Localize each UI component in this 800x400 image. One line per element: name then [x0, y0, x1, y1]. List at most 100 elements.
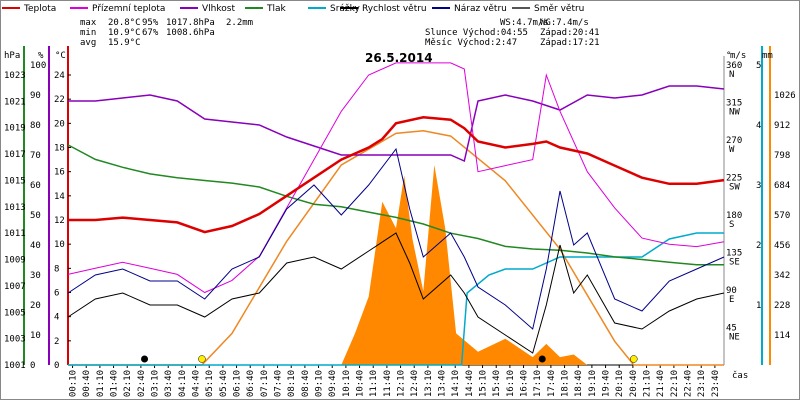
legend-label: Směr větru — [534, 4, 584, 14]
hpa-tick: 1007 — [4, 282, 26, 292]
time-tick: 18:10 — [561, 370, 571, 397]
pct-tick: 40 — [30, 241, 41, 251]
astro-text: WG:7.4m/s — [540, 18, 589, 28]
stat-value: 67% — [142, 28, 159, 38]
rain-line — [68, 232, 724, 366]
ms-tick: 2 — [756, 241, 761, 251]
legend-label: Tlak — [266, 4, 287, 14]
time-tick: 02:10 — [123, 370, 133, 397]
temperature-line — [68, 116, 725, 234]
time-tick: 01:40 — [110, 370, 120, 397]
hpa-tick: 1019 — [4, 124, 26, 134]
sunrise-marker — [198, 355, 206, 363]
stat-value: 95% — [142, 18, 159, 28]
time-tick: 06:40 — [246, 370, 256, 397]
time-tick: 03:40 — [164, 370, 174, 397]
time-tick: 10:10 — [342, 370, 352, 397]
astro-text: Měsíc Východ:2:47 — [425, 38, 517, 48]
deg-tick: 225 — [726, 174, 742, 184]
wm2-tick: 114 — [774, 331, 790, 341]
time-tick: 18:40 — [574, 370, 584, 397]
time-tick: 14:40 — [465, 370, 475, 397]
time-tick: 09:10 — [315, 370, 325, 397]
time-tick: 07:10 — [260, 370, 270, 397]
time-tick: 12:10 — [397, 370, 407, 397]
pct-tick: 30 — [30, 271, 41, 281]
deg-unit: ° — [726, 51, 731, 61]
hpa-tick: 1015 — [4, 176, 26, 186]
dir-tick: W — [729, 145, 735, 155]
c-unit: °C — [55, 51, 66, 61]
legend-label: Vlhkost — [202, 4, 235, 14]
c-tick: 2 — [54, 337, 59, 347]
astro-text: Západ:20:41 — [540, 28, 600, 38]
c-tick: 14 — [54, 192, 65, 202]
time-tick: 05:40 — [219, 370, 229, 397]
c-tick: 10 — [54, 240, 65, 250]
solar-curve — [68, 130, 724, 366]
stat-value: 15.9°C — [108, 38, 141, 48]
legend-label: Rychlost větru — [362, 4, 427, 14]
time-tick: 22:10 — [670, 370, 680, 397]
stat-value: 1017.8hPa — [166, 18, 215, 28]
deg-tick: 360 — [726, 61, 742, 71]
stat-value: avg — [80, 38, 96, 48]
hpa-tick: 1021 — [4, 97, 26, 107]
time-tick: 15:40 — [492, 370, 502, 397]
pct-tick: 10 — [30, 331, 41, 341]
astro-text: Západ:17:21 — [540, 38, 600, 48]
wind-line — [67, 232, 725, 354]
c-tick: 12 — [54, 216, 65, 226]
hpa-tick: 1023 — [4, 71, 26, 81]
pct-tick: 90 — [30, 91, 41, 101]
stat-value: 2.2mm — [226, 18, 253, 28]
stat-value: 10.9°C — [108, 28, 141, 38]
plot-area — [67, 62, 725, 366]
time-tick: 17:10 — [533, 370, 543, 397]
wm2-tick: 228 — [774, 301, 790, 311]
hpa-tick: 1001 — [4, 361, 26, 371]
pct-tick: 100 — [30, 61, 46, 71]
dir-tick: NW — [729, 108, 740, 118]
wm2-tick: 1026 — [774, 91, 796, 101]
time-tick: 20:10 — [615, 370, 625, 397]
time-tick: 19:10 — [588, 370, 598, 397]
time-tick: 01:10 — [96, 370, 106, 397]
astro-text: Slunce Východ:04:55 — [425, 28, 528, 38]
wm2-tick: 798 — [774, 151, 790, 161]
stat-value: 1008.6hPa — [166, 28, 215, 38]
stats-block: max 20.8°C 95% 1017.8hPa 2.2mm min 10.9°C 67% 10… — [80, 18, 600, 48]
hpa-tick: 1009 — [4, 256, 26, 266]
time-tick: 11:10 — [369, 370, 379, 397]
time-tick: 12:40 — [410, 370, 420, 397]
dir-tick: SW — [729, 183, 740, 193]
ms-tick: 1 — [756, 301, 761, 311]
hpa-unit: hPa — [4, 51, 20, 61]
ms-tick: 4 — [756, 121, 761, 131]
dir-tick: S — [729, 220, 734, 230]
pct-tick: 70 — [30, 151, 41, 161]
time-tick: 19:40 — [602, 370, 612, 397]
time-tick: 20:40 — [629, 370, 639, 397]
time-tick: 05:10 — [205, 370, 215, 397]
pct-tick: 80 — [30, 121, 41, 131]
wm2-tick: 684 — [774, 181, 790, 191]
hpa-tick: 1017 — [4, 150, 26, 160]
time-tick: 15:10 — [479, 370, 489, 397]
time-tick: 04:10 — [178, 370, 188, 397]
legend-label: Přízemní teplota — [92, 4, 165, 14]
c-tick: 22 — [54, 95, 65, 105]
wm2-tick: 570 — [774, 211, 790, 221]
time-tick: 10:40 — [356, 370, 366, 397]
time-tick: 23:40 — [711, 370, 721, 397]
time-tick: 04:40 — [192, 370, 202, 397]
time-tick: 00:10 — [69, 370, 79, 397]
moonset-marker — [538, 355, 546, 363]
wm2-tick: 342 — [774, 271, 790, 281]
hpa-tick: 1011 — [4, 229, 26, 239]
mm-unit: mm — [762, 51, 773, 61]
c-tick: 8 — [54, 264, 59, 274]
gust-line — [67, 147, 725, 330]
pressure-line — [67, 144, 724, 266]
